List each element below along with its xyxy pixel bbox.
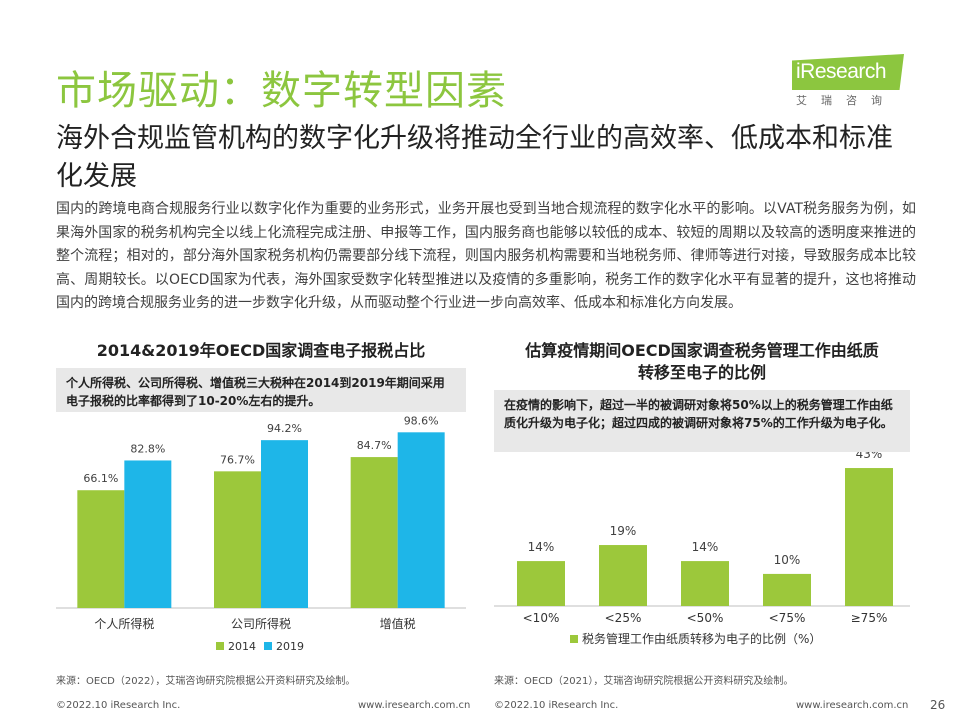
bar-2019-1 <box>261 440 308 608</box>
left-source: 来源：OECD（2022），艾瑞咨询研究院根据公开资料研究及绘制。 <box>56 676 356 687</box>
right-chart-title: 估算疫情期间OECD国家调查税务管理工作由纸质转移至电子的比例 <box>525 341 879 382</box>
page-subtitle: 海外合规监管机构的数字化升级将推动全行业的高效率、低成本和标准化发展 <box>56 123 893 192</box>
left-chart-panel: 2014&2019年OECD国家调查电子报税占比 个人所得税、公司所得税、增值税… <box>56 338 466 668</box>
legend-label: 2019 <box>276 640 304 653</box>
bar-2019-2 <box>397 432 445 608</box>
data-label: 94.2% <box>267 422 302 435</box>
right-chart-note: 在疫情的影响下，超过一半的被调研对象将50%以上的税务管理工作由纸质化升级为电子… <box>494 390 910 452</box>
category-label: 增值税 <box>380 616 416 631</box>
bar-2 <box>681 561 729 606</box>
bar-4 <box>845 468 893 606</box>
logo-subtext: 艾瑞咨询 <box>796 94 896 107</box>
footer-copyright-right: ©2022.10 iResearch Inc. <box>494 700 619 711</box>
legend-label: 税务管理工作由纸质转移为电子的比例（%） <box>582 631 821 646</box>
data-label: 76.7% <box>220 453 255 466</box>
data-label: 84.7% <box>357 439 392 452</box>
left-chart-note: 个人所得税、公司所得税、增值税三大税种在2014到2019年期间采用电子报税的比… <box>56 368 466 412</box>
footer-url-right[interactable]: www.iresearch.com.cn <box>796 700 909 711</box>
bar-2014-1 <box>214 471 261 608</box>
data-label: 98.6% <box>404 414 439 427</box>
page-title: 市场驱动：数字转型因素 <box>56 68 507 114</box>
logo-shape <box>792 54 904 90</box>
bar-2014-2 <box>350 457 398 608</box>
category-label: <10% <box>523 611 560 625</box>
logo-text: iResearch <box>796 60 887 83</box>
legend-swatch-2014 <box>216 642 224 650</box>
data-label: 10% <box>774 553 801 567</box>
footer-url-left[interactable]: www.iresearch.com.cn <box>358 700 471 711</box>
footer-copyright-left: ©2022.10 iResearch Inc. <box>56 700 181 711</box>
bar-3 <box>763 573 811 606</box>
category-label: ≥75% <box>851 611 888 625</box>
data-label: 82.8% <box>130 442 165 455</box>
category-label: <25% <box>605 611 642 625</box>
bar-2014-0 <box>77 490 125 608</box>
body-paragraph: 国内的跨境电商合规服务行业以数字化作为重要的业务形式，业务开展也受到当地合规流程… <box>56 201 916 311</box>
category-label: <75% <box>769 611 806 625</box>
data-label: 14% <box>528 540 555 554</box>
iresearch-logo: iResearch 艾瑞咨询 <box>782 48 912 108</box>
bar-0 <box>517 561 565 606</box>
category-label: <50% <box>687 611 724 625</box>
left-bar-chart: 66.1% 82.8% 个人所得税 76.7% 94.2% 公司所得税 84.7% 98.6%… <box>56 414 466 653</box>
left-chart-title: 2014&2019年OECD国家调查电子报税占比 <box>96 341 426 360</box>
legend-swatch-2019 <box>264 642 272 650</box>
page-number: 26 <box>930 698 946 712</box>
bar-1 <box>599 545 647 606</box>
right-source: 来源：OECD（2021），艾瑞咨询研究院根据公开资料研究及绘制。 <box>494 676 794 687</box>
legend-swatch <box>570 635 578 643</box>
bar-2019-0 <box>124 460 172 608</box>
data-label: 66.1% <box>83 472 118 485</box>
data-label: 19% <box>610 524 637 538</box>
right-chart-panel: 估算疫情期间OECD国家调查税务管理工作由纸质转移至电子的比例 在疫情的影响下，… <box>494 338 910 668</box>
legend-label: 2014 <box>228 640 256 653</box>
right-bar-chart: 14% <10% 19% <25% 14% <50% 10% <75% 43% ≥75% 税务管理工… <box>494 452 910 646</box>
category-label: 个人所得税 <box>94 616 154 631</box>
data-label: 14% <box>692 540 719 554</box>
category-label: 公司所得税 <box>231 616 291 631</box>
data-label: 43% <box>856 452 883 461</box>
